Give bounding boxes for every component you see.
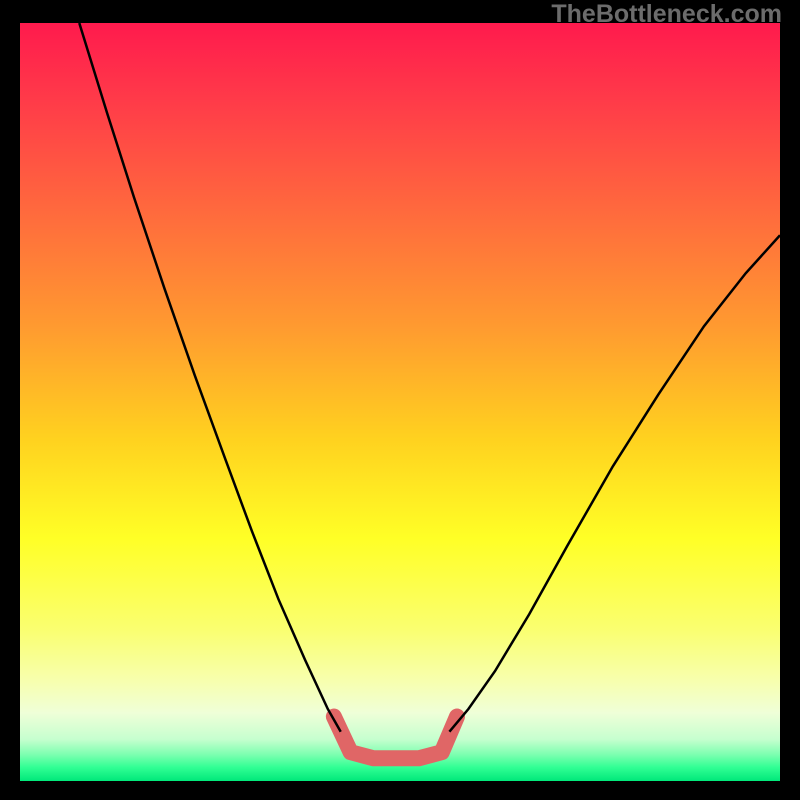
trough-highlight <box>334 717 457 759</box>
plot-area <box>20 23 780 781</box>
curve-left <box>79 23 340 732</box>
chart-frame: TheBottleneck.com <box>0 0 800 800</box>
curve-right <box>449 235 780 731</box>
watermark-text: TheBottleneck.com <box>551 0 782 29</box>
curve-layer <box>20 23 780 781</box>
